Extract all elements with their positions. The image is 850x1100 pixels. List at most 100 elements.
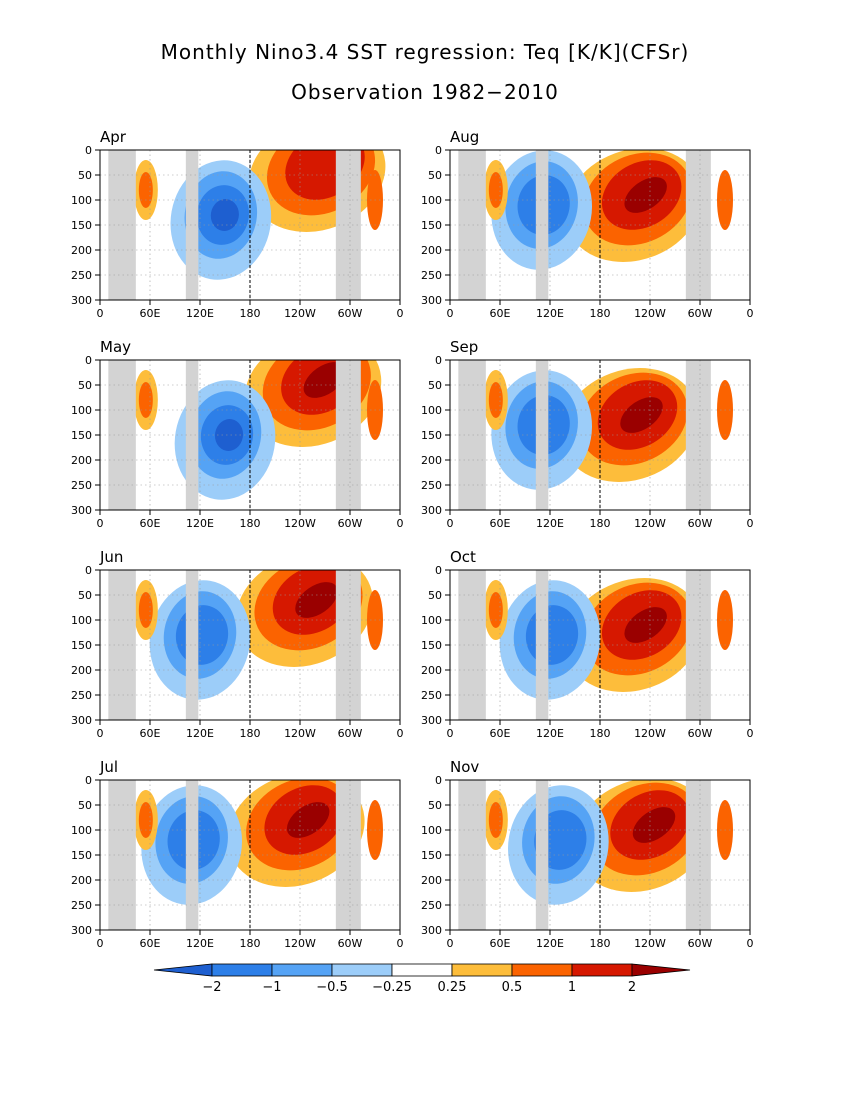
x-tick-label: 120E bbox=[536, 727, 564, 740]
x-tick-label: 60E bbox=[140, 307, 161, 320]
x-tick-label: 180 bbox=[240, 307, 261, 320]
indian-warm-core bbox=[488, 382, 503, 418]
x-tick-label: 120E bbox=[186, 517, 214, 530]
land-mask bbox=[185, 360, 199, 510]
y-tick-label: 50 bbox=[78, 799, 92, 812]
y-tick-label: 0 bbox=[85, 774, 92, 787]
x-tick-label: 0 bbox=[747, 727, 754, 740]
y-tick-label: 150 bbox=[71, 639, 92, 652]
colorbar-segment bbox=[451, 963, 513, 977]
panels-group: Apr 0 60E 120E 180 120W 60W 0 0 50 100 150 200 250 300… bbox=[71, 128, 754, 950]
land-mask bbox=[185, 570, 199, 720]
panel-month-label: Sep bbox=[450, 338, 478, 356]
y-tick-label: 50 bbox=[78, 589, 92, 602]
y-tick-label: 100 bbox=[71, 824, 92, 837]
y-tick-label: 150 bbox=[421, 219, 442, 232]
y-tick-label: 100 bbox=[421, 194, 442, 207]
x-tick-label: 0 bbox=[397, 937, 404, 950]
x-tick-label: 120E bbox=[186, 727, 214, 740]
colorbar-segment bbox=[571, 963, 633, 977]
y-tick-label: 300 bbox=[71, 504, 92, 517]
cold-anomaly bbox=[491, 370, 592, 490]
y-tick-label: 0 bbox=[85, 144, 92, 157]
y-tick-label: 50 bbox=[428, 799, 442, 812]
x-tick-label: 120W bbox=[634, 517, 666, 530]
warm-anomaly bbox=[561, 368, 698, 482]
x-tick-label: 60E bbox=[140, 517, 161, 530]
x-tick-label: 180 bbox=[590, 517, 611, 530]
land-mask bbox=[458, 150, 486, 300]
indian-warm-core bbox=[488, 172, 503, 208]
x-tick-label: 0 bbox=[97, 727, 104, 740]
x-tick-label: 60W bbox=[338, 727, 363, 740]
x-tick-label: 60E bbox=[140, 937, 161, 950]
x-tick-label: 0 bbox=[97, 517, 104, 530]
panel-month-label: Oct bbox=[450, 548, 476, 566]
land-mask bbox=[108, 150, 136, 300]
land-mask bbox=[535, 780, 549, 930]
x-tick-label: 120W bbox=[284, 307, 316, 320]
y-tick-label: 0 bbox=[85, 564, 92, 577]
panel-apr: Apr 0 60E 120E 180 120W 60W 0 0 50 100 150 200 250 300 bbox=[71, 128, 404, 320]
x-tick-label: 60W bbox=[338, 937, 363, 950]
panel-month-label: May bbox=[100, 338, 131, 356]
contour-level-neg2 bbox=[210, 199, 239, 231]
contour-level-2 bbox=[620, 397, 663, 433]
x-tick-label: 60W bbox=[338, 517, 363, 530]
y-tick-label: 300 bbox=[71, 924, 92, 937]
colorbar-level-label: 1 bbox=[568, 980, 576, 995]
y-tick-label: 200 bbox=[421, 874, 442, 887]
colorbar-segment bbox=[211, 963, 273, 977]
colorbar-level-label: −1 bbox=[262, 980, 281, 995]
land-mask bbox=[535, 360, 549, 510]
x-tick-label: 0 bbox=[747, 517, 754, 530]
x-tick-label: 0 bbox=[97, 937, 104, 950]
panel-may: May 0 60E 120E 180 120W 60W 0 0 50 100 150 200 250 300 bbox=[71, 338, 404, 530]
panel-plot-area bbox=[100, 570, 400, 720]
panel-plot-area bbox=[100, 360, 400, 510]
panel-sep: Sep 0 60E 120E 180 120W 60W 0 0 50 100 150 200 250 300 bbox=[421, 338, 754, 530]
panel-month-label: Aug bbox=[450, 128, 479, 146]
y-tick-label: 200 bbox=[71, 664, 92, 677]
cold-anomaly bbox=[149, 580, 251, 700]
contour-level-2 bbox=[303, 362, 347, 398]
panel-month-label: Jun bbox=[99, 548, 123, 566]
panel-jul: Jul 0 60E 120E 180 120W 60W 0 0 50 100 150 200 250 300 bbox=[71, 758, 404, 950]
y-tick-label: 50 bbox=[78, 169, 92, 182]
warm-anomaly bbox=[565, 578, 703, 692]
x-tick-label: 60E bbox=[490, 727, 511, 740]
x-tick-label: 0 bbox=[397, 307, 404, 320]
x-tick-label: 0 bbox=[447, 727, 454, 740]
panel-month-label: Apr bbox=[100, 128, 127, 146]
y-tick-label: 0 bbox=[435, 354, 442, 367]
colorbar-segment bbox=[391, 963, 453, 977]
indian-warm-core bbox=[488, 592, 503, 628]
y-tick-label: 250 bbox=[71, 479, 92, 492]
y-tick-label: 250 bbox=[421, 899, 442, 912]
y-tick-label: 50 bbox=[428, 169, 442, 182]
x-tick-label: 180 bbox=[240, 937, 261, 950]
colorbar-left-arrow bbox=[153, 963, 213, 977]
land-mask bbox=[458, 570, 486, 720]
y-tick-label: 100 bbox=[421, 404, 442, 417]
x-tick-label: 60E bbox=[140, 727, 161, 740]
land-mask bbox=[458, 780, 486, 930]
colorbar-level-label: 0.25 bbox=[438, 980, 467, 995]
x-tick-label: 60E bbox=[490, 517, 511, 530]
contour-level-2 bbox=[624, 607, 667, 643]
y-tick-label: 300 bbox=[421, 924, 442, 937]
x-tick-label: 60W bbox=[688, 937, 713, 950]
x-tick-label: 0 bbox=[97, 307, 104, 320]
panel-plot-area bbox=[450, 150, 750, 300]
land-mask bbox=[108, 780, 136, 930]
figure-subtitle: Observation 1982−2010 bbox=[291, 80, 559, 104]
y-tick-label: 250 bbox=[421, 689, 442, 702]
x-tick-label: 180 bbox=[590, 307, 611, 320]
panel-plot-area bbox=[100, 150, 400, 300]
x-tick-label: 120E bbox=[536, 517, 564, 530]
panel-oct: Oct 0 60E 120E 180 120W 60W 0 0 50 100 150 200 250 300 bbox=[421, 548, 754, 740]
x-tick-label: 120W bbox=[634, 727, 666, 740]
x-tick-label: 120E bbox=[186, 937, 214, 950]
y-tick-label: 200 bbox=[71, 454, 92, 467]
contour-level-2 bbox=[624, 177, 667, 213]
